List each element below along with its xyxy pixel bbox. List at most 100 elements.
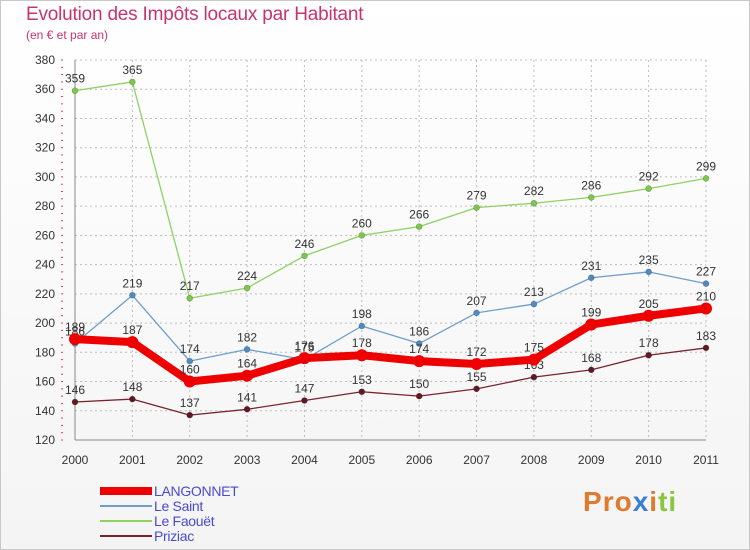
data-point-le-saint (129, 292, 136, 299)
data-point-langonnet (527, 353, 540, 366)
data-label-le-saint: 213 (524, 285, 544, 299)
data-label-priziac: 183 (696, 329, 716, 343)
data-label-le-saint: 219 (122, 276, 142, 290)
data-point-priziac (243, 406, 251, 413)
data-point-langonnet (413, 355, 426, 368)
x-tick-label: 2009 (578, 453, 605, 467)
data-point-priziac (71, 398, 79, 406)
x-tick-label: 2000 (62, 453, 89, 467)
data-label-le-faou-t: 217 (180, 279, 200, 293)
y-tick-label: 200 (35, 316, 55, 330)
data-label-langonnet: 174 (409, 342, 429, 356)
legend-label-le-faouet: Le Faouët (154, 513, 215, 529)
data-point-priziac (645, 351, 652, 359)
data-label-priziac: 153 (352, 373, 372, 387)
series-line-langonnet (71, 304, 710, 386)
data-label-le-faou-t: 286 (581, 178, 601, 192)
data-label-langonnet: 172 (467, 345, 487, 359)
y-tick-label: 120 (35, 433, 55, 447)
data-label-langonnet: 176 (294, 339, 314, 353)
data-point-le-saint (358, 322, 366, 330)
data-label-le-saint: 227 (696, 265, 716, 279)
brand-letter: P (583, 486, 603, 517)
data-point-le-faou-t (358, 232, 366, 239)
data-point-le-faou-t (186, 294, 194, 302)
data-point-langonnet (126, 336, 139, 349)
data-label-le-saint: 186 (409, 325, 429, 339)
legend-label-priziac: Priziac (154, 528, 194, 544)
data-point-priziac (186, 411, 194, 419)
data-point-langonnet (298, 352, 311, 365)
y-tick-label: 180 (35, 345, 55, 359)
data-point-langonnet (69, 333, 81, 346)
y-tick-label: 360 (35, 82, 55, 96)
data-point-le-saint (186, 357, 194, 365)
data-label-le-faou-t: 359 (65, 72, 85, 86)
data-label-le-faou-t: 246 (294, 237, 314, 251)
y-tick-label: 140 (35, 404, 55, 418)
data-label-priziac: 137 (180, 396, 200, 410)
data-label-langonnet: 205 (639, 297, 659, 311)
data-label-langonnet: 178 (352, 336, 372, 350)
data-point-le-faou-t (645, 185, 652, 192)
y-tick-label: 260 (35, 228, 55, 242)
series-line-le-saint (74, 271, 707, 362)
data-label-le-saint: 186 (65, 325, 85, 339)
legend-swatch-priziac (100, 535, 152, 537)
data-label-le-faou-t: 292 (639, 170, 659, 184)
data-point-priziac (301, 397, 308, 404)
x-tick-label: 2010 (635, 453, 662, 467)
series-line-le-faou-t (74, 81, 707, 299)
data-point-priziac (530, 373, 538, 381)
data-point-le-faou-t (129, 78, 136, 86)
legend-swatch-le-faouet (100, 520, 152, 522)
data-label-priziac: 155 (467, 370, 487, 384)
data-label-priziac: 141 (237, 390, 257, 404)
data-label-le-faou-t: 299 (696, 159, 716, 173)
x-tick-label: 2003 (234, 453, 261, 467)
data-label-langonnet: 199 (581, 306, 601, 320)
brand-letter: t (658, 486, 669, 517)
y-tick-label: 220 (35, 287, 55, 301)
data-point-langonnet (642, 309, 655, 322)
data-label-le-faou-t: 260 (352, 216, 372, 230)
data-label-langonnet: 164 (237, 357, 257, 371)
y-tick-label: 320 (35, 141, 55, 155)
data-point-langonnet (355, 349, 368, 362)
data-label-langonnet: 175 (524, 341, 544, 355)
x-tick-label: 2001 (119, 453, 146, 467)
data-point-le-faou-t (530, 199, 538, 207)
data-point-le-saint (243, 346, 251, 353)
data-point-le-faou-t (71, 87, 79, 94)
data-point-le-faou-t (473, 204, 480, 211)
brand-letter: i (668, 486, 678, 517)
data-label-le-saint: 231 (581, 259, 601, 273)
x-tick-label: 2007 (463, 453, 490, 467)
data-label-priziac: 168 (581, 351, 601, 365)
series-line-priziac (74, 347, 707, 416)
data-point-priziac (415, 392, 423, 400)
data-point-le-saint (415, 340, 423, 347)
legend-swatch-langonnet (100, 487, 152, 495)
data-point-le-saint (473, 309, 480, 317)
data-label-priziac: 146 (65, 383, 85, 397)
data-point-langonnet (470, 358, 483, 370)
data-label-le-faou-t: 279 (467, 189, 487, 203)
y-tick-label: 240 (35, 258, 55, 272)
brand-letter: o (614, 486, 633, 517)
chart-subtitle: (en € et par an) (26, 28, 109, 42)
data-point-priziac (587, 366, 595, 374)
data-point-priziac (702, 344, 710, 352)
x-tick-label: 2005 (348, 453, 375, 467)
x-tick-label: 2008 (521, 453, 548, 467)
data-label-langonnet: 189 (65, 320, 85, 334)
y-tick-label: 160 (35, 375, 55, 389)
brand-letter: x (632, 486, 650, 517)
x-tick-label: 2004 (291, 453, 318, 467)
chart-title: Evolution des Impôts locaux par Habitant (26, 4, 364, 25)
x-tick-label: 2006 (406, 453, 433, 467)
data-point-priziac (129, 395, 136, 403)
data-point-le-saint (702, 280, 710, 287)
data-point-le-saint (587, 274, 595, 282)
